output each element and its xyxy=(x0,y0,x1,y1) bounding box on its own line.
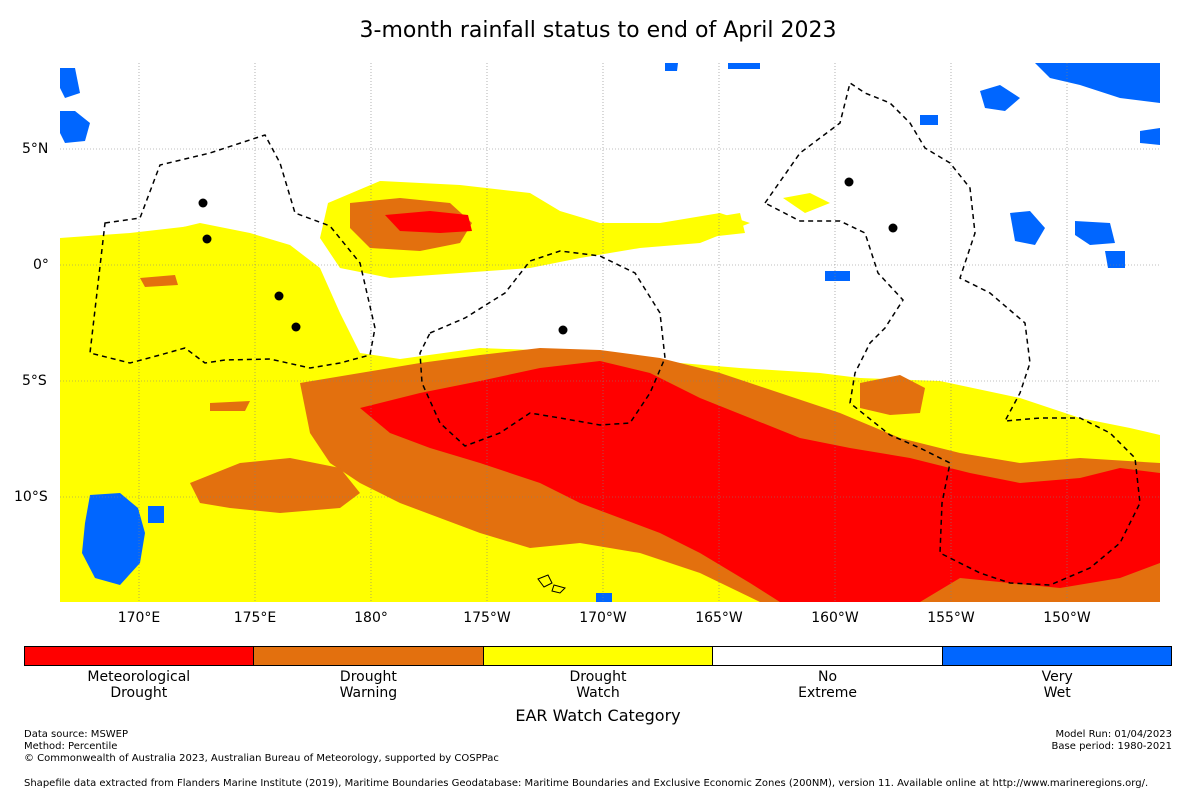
island-marker xyxy=(844,177,854,187)
legend-label-drought-warning: Drought Warning xyxy=(254,669,484,701)
data-source-text: Data source: MSWEP xyxy=(24,729,129,740)
island-marker xyxy=(274,291,284,301)
x-tick-label: 180° xyxy=(354,610,388,626)
very-wet-area xyxy=(920,115,938,125)
rainfall-map-canvas xyxy=(60,63,1160,602)
y-tick-label: 5°S xyxy=(22,373,47,389)
x-tick-label: 170°W xyxy=(579,610,627,626)
very-wet-area xyxy=(665,63,678,71)
shapefile-credit-text: Shapefile data extracted from Flanders M… xyxy=(24,778,1149,789)
legend-label-drought-watch: Drought Watch xyxy=(483,669,713,701)
method-text: Method: Percentile xyxy=(24,741,118,752)
island-marker xyxy=(198,198,208,208)
island-marker xyxy=(558,325,568,335)
very-wet-area xyxy=(1035,63,1160,103)
island-marker xyxy=(888,223,898,233)
x-tick-label: 160°W xyxy=(811,610,859,626)
x-tick-label: 175°E xyxy=(233,610,277,626)
map-title: 3-month rainfall status to end of April … xyxy=(359,18,837,43)
very-wet-area xyxy=(82,493,145,585)
island-marker xyxy=(202,234,212,244)
island-outline xyxy=(537,574,553,588)
very-wet-area xyxy=(1140,128,1160,145)
y-tick-label: 10°S xyxy=(14,489,48,505)
y-tick-label: 0° xyxy=(33,257,49,273)
very-wet-area xyxy=(1075,221,1115,245)
very-wet-area xyxy=(825,271,850,281)
legend-label-line: Watch xyxy=(576,685,620,701)
drought-warning-area xyxy=(860,375,925,415)
very-wet-area xyxy=(596,593,612,602)
drought-watch-area xyxy=(680,213,745,238)
very-wet-area xyxy=(980,85,1020,111)
island-marker xyxy=(291,322,301,332)
legend-label-line: Warning xyxy=(339,685,398,701)
legend-labels: Meteorological Drought Drought Warning D… xyxy=(24,669,1172,701)
legend-swatch-meteorological-drought xyxy=(25,647,255,665)
legend-label-line: Very xyxy=(1041,669,1073,685)
legend-label-meteorological-drought: Meteorological Drought xyxy=(24,669,254,701)
very-wet-area xyxy=(60,68,80,98)
rainfall-map xyxy=(60,63,1160,602)
islands xyxy=(198,177,898,594)
x-tick-label: 150°W xyxy=(1043,610,1091,626)
meteorological-drought-regions xyxy=(360,211,1160,602)
legend-colorbar xyxy=(24,646,1172,666)
legend-swatch-very-wet xyxy=(942,647,1172,665)
legend-label-no-extreme: No Extreme xyxy=(713,669,943,701)
drought-warning-area xyxy=(140,275,178,287)
legend-swatch-drought-watch xyxy=(483,647,714,665)
very-wet-area xyxy=(728,63,760,69)
graticule xyxy=(60,63,1160,602)
eez-boundaries xyxy=(89,81,1141,586)
drought-warning-area xyxy=(190,458,360,513)
legend-label-line: Meteorological xyxy=(87,669,191,685)
x-tick-label: 165°W xyxy=(695,610,743,626)
legend-title: EAR Watch Category xyxy=(515,706,681,725)
very-wet-area xyxy=(148,506,164,523)
eez-boundary-kiribati-line xyxy=(763,81,1141,586)
legend-label-line: Drought xyxy=(339,669,397,685)
drought-watch-area xyxy=(60,225,260,373)
eez-boundary-kiribati-phoenix xyxy=(419,250,666,447)
meteorological-drought-area xyxy=(360,361,1160,602)
model-run-text: Model Run: 01/04/2023 xyxy=(1055,729,1172,740)
legend-label-line: Drought xyxy=(110,685,168,701)
very-wet-regions xyxy=(60,63,1160,602)
legend-label-line: Wet xyxy=(1043,685,1071,701)
drought-warning-area xyxy=(210,401,250,411)
legend-swatch-no-extreme xyxy=(713,647,943,665)
drought-watch-area xyxy=(783,193,830,213)
legend-label-very-wet: Very Wet xyxy=(942,669,1172,701)
base-period-text: Base period: 1980-2021 xyxy=(1051,741,1172,752)
meteorological-drought-area xyxy=(385,211,472,233)
legend-label-line: Extreme xyxy=(798,685,858,701)
island-outline xyxy=(551,584,566,594)
legend-label-line: Drought xyxy=(569,669,627,685)
x-tick-label: 155°W xyxy=(927,610,975,626)
very-wet-area xyxy=(1105,251,1125,268)
very-wet-area xyxy=(60,111,90,143)
x-tick-label: 170°E xyxy=(117,610,161,626)
legend-label-line: No xyxy=(818,669,838,685)
legend-swatch-drought-warning xyxy=(254,647,484,665)
copyright-text: © Commonwealth of Australia 2023, Austra… xyxy=(24,753,499,764)
y-tick-label: 5°N xyxy=(22,141,49,157)
very-wet-area xyxy=(1010,211,1045,245)
x-tick-label: 175°W xyxy=(463,610,511,626)
eez-boundary-kiribati-gilbert xyxy=(89,134,376,369)
